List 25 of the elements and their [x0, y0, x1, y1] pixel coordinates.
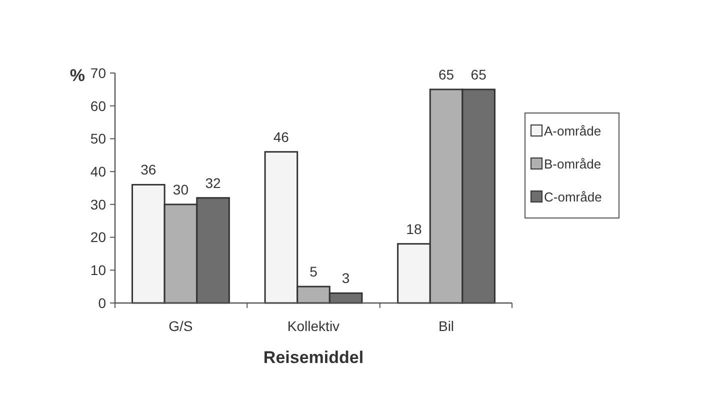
x-tick-label: Bil: [438, 318, 454, 334]
data-label: 5: [310, 264, 318, 280]
y-tick-label: 70: [90, 64, 106, 81]
y-tick-label: 50: [90, 130, 106, 147]
data-label: 30: [172, 181, 189, 198]
x-tick-label: Kollektiv: [287, 318, 340, 334]
data-label: 18: [406, 220, 422, 237]
data-label: 36: [140, 162, 156, 178]
y-tick-label: 40: [90, 163, 106, 180]
x-tick-label: G/S: [168, 318, 193, 334]
legend-label: A-område: [544, 124, 602, 139]
y-tick-label: 60: [90, 98, 106, 114]
legend-label: C-område: [544, 190, 602, 205]
y-tick-label: 30: [90, 196, 106, 212]
data-label: 3: [342, 270, 350, 286]
legend-label: B-område: [544, 156, 602, 172]
y-axis-title: %: [70, 66, 85, 85]
data-label: 65: [470, 66, 487, 82]
y-tick-label: 0: [98, 294, 106, 311]
x-axis-title: Reisemiddel: [263, 348, 364, 367]
data-label: 46: [273, 128, 290, 145]
data-label: 65: [438, 66, 454, 82]
data-label: 32: [205, 174, 222, 191]
y-tick-label: 10: [90, 262, 106, 278]
y-tick-label: 20: [90, 229, 106, 246]
